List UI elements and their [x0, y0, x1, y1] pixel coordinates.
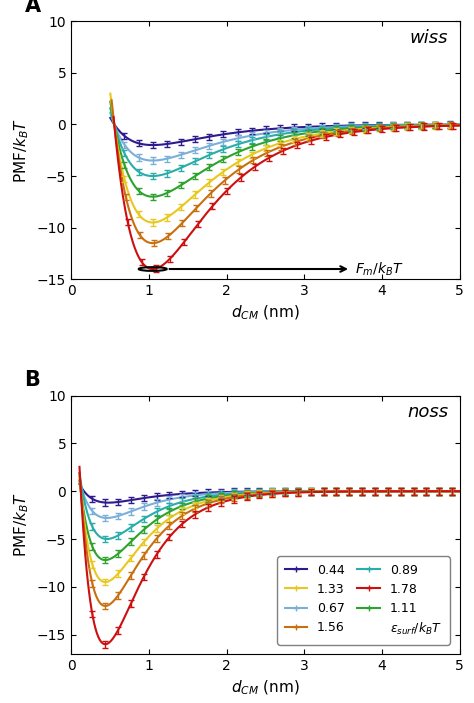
Text: $F_m/k_BT$: $F_m/k_BT$ — [355, 260, 404, 278]
Text: B: B — [25, 370, 40, 390]
X-axis label: $d_{CM}$ (nm): $d_{CM}$ (nm) — [231, 304, 300, 322]
Legend: 0.44, 1.33, 0.67, 1.56, 0.89, 1.78, 1.11, $\varepsilon_{surf}/k_BT$: 0.44, 1.33, 0.67, 1.56, 0.89, 1.78, 1.11… — [277, 556, 450, 645]
Y-axis label: PMF/$k_B T$: PMF/$k_B T$ — [13, 492, 31, 557]
Y-axis label: PMF/$k_B T$: PMF/$k_B T$ — [13, 117, 31, 183]
Text: noss: noss — [407, 404, 448, 421]
X-axis label: $d_{CM}$ (nm): $d_{CM}$ (nm) — [231, 678, 300, 697]
Text: A: A — [25, 0, 41, 16]
Text: wiss: wiss — [410, 29, 448, 47]
